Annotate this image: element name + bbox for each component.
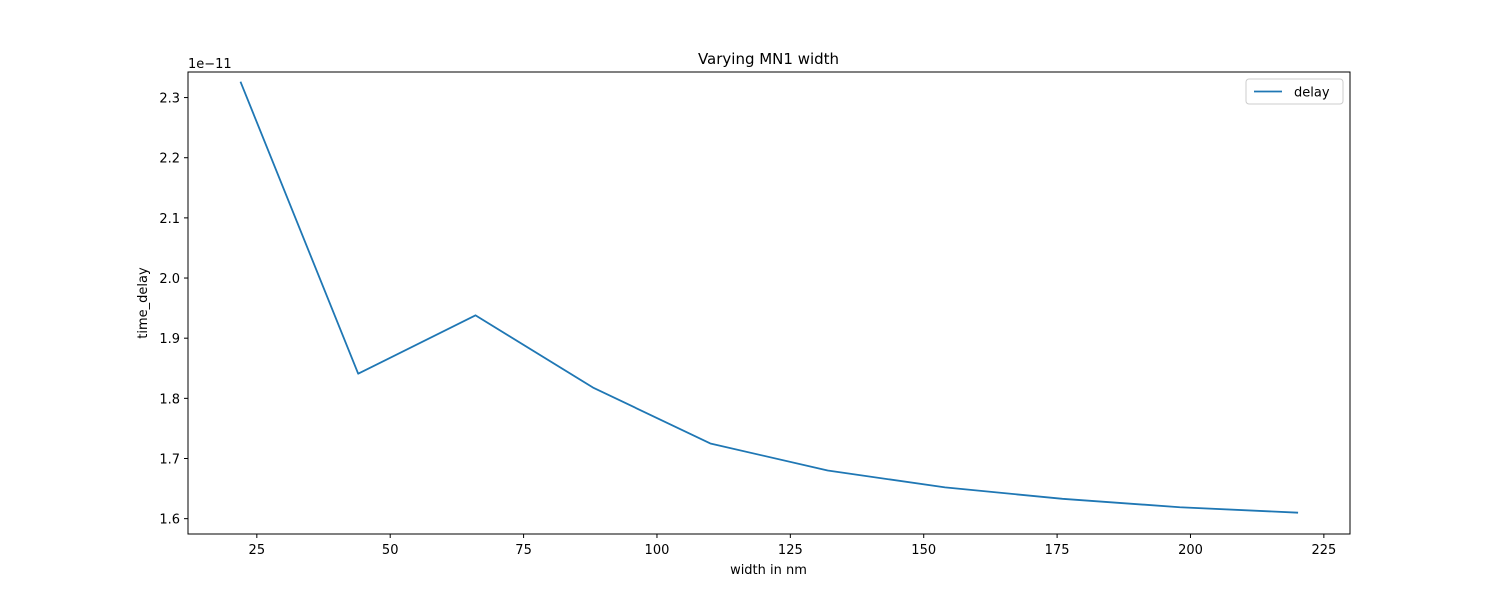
- legend-label: delay: [1294, 86, 1330, 101]
- y-tick-label: 1.9: [159, 332, 180, 347]
- x-tick-label: 100: [645, 543, 670, 558]
- y-offset-label: 1e−11: [188, 57, 232, 72]
- y-tick-label: 2.0: [159, 272, 180, 287]
- y-tick-label: 1.7: [159, 453, 180, 468]
- x-tick-label: 200: [1178, 543, 1203, 558]
- series-line-delay: [239, 81, 1299, 514]
- x-tick-label: 175: [1045, 543, 1070, 558]
- y-axis-ticks: 1.6 1.7 1.8 1.9 2.0 2.1 2.2 2.3: [159, 92, 188, 528]
- legend-box: [1245, 78, 1344, 105]
- x-axis-ticks: 25 50 75 100 125 150 175 200 225: [249, 534, 1336, 558]
- y-tick-label: 1.6: [159, 513, 180, 528]
- x-tick-label: 150: [911, 543, 936, 558]
- x-tick-label: 225: [1311, 543, 1336, 558]
- y-tick-label: 1.8: [159, 392, 180, 407]
- y-tick-label: 2.2: [159, 152, 180, 167]
- series-layer: [239, 81, 1299, 514]
- x-tick-label: 50: [382, 543, 399, 558]
- x-tick-label: 25: [249, 543, 266, 558]
- plot-area: [187, 71, 1351, 535]
- x-tick-label: 75: [515, 543, 532, 558]
- legend: delay: [1245, 78, 1344, 105]
- y-tick-label: 2.3: [159, 92, 180, 107]
- plot-frame: [187, 71, 1351, 535]
- chart-title: Varying MN1 width: [698, 50, 839, 68]
- y-tick-label: 2.1: [159, 212, 180, 227]
- y-axis-label: time_delay: [136, 267, 151, 339]
- x-axis-label: width in nm: [730, 563, 807, 578]
- x-tick-label: 125: [778, 543, 803, 558]
